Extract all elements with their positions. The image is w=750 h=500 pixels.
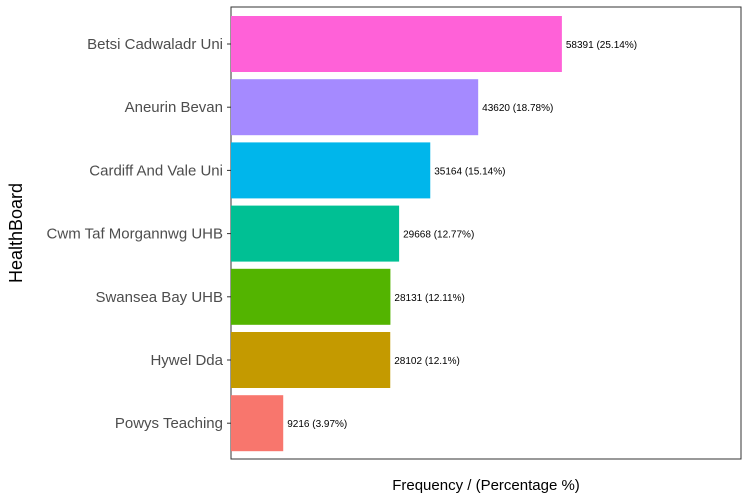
bar-0 xyxy=(231,16,562,72)
bars-group xyxy=(231,16,562,452)
value-label-4: 28131 (12.11%) xyxy=(394,293,464,304)
category-label-2: Cardiff And Vale Uni xyxy=(89,162,223,179)
value-label-1: 43620 (18.78%) xyxy=(482,103,553,114)
category-labels: Betsi Cadwaladr Uni Aneurin Bevan Cardiff … xyxy=(47,36,231,432)
value-label-0: 58391 (25.14%) xyxy=(566,40,637,51)
value-label-6: 9216 (3.97%) xyxy=(287,419,347,430)
value-label-2: 35164 (15.14%) xyxy=(434,166,505,177)
y-axis-title: HealthBoard xyxy=(6,183,26,283)
bar-4 xyxy=(231,268,391,325)
bar-1 xyxy=(231,79,479,136)
bar-6 xyxy=(231,395,284,452)
value-labels: 58391 (25.14%) 43620 (18.78%) 35164 (15.14… xyxy=(287,40,637,430)
category-label-3: Cwm Taf Morgannwg UHB xyxy=(47,226,223,243)
bar-2 xyxy=(231,142,431,199)
bar-3 xyxy=(231,205,400,262)
x-axis-title: Frequency / (Percentage %) xyxy=(392,477,580,494)
category-label-4: Swansea Bay UHB xyxy=(95,289,223,306)
category-label-0: Betsi Cadwaladr Uni xyxy=(87,36,223,53)
category-label-5: Hywel Dda xyxy=(150,352,223,369)
bar-5 xyxy=(231,332,391,388)
category-label-1: Aneurin Bevan xyxy=(125,99,223,116)
value-label-3: 29668 (12.77%) xyxy=(403,230,474,241)
value-label-5: 28102 (12.1%) xyxy=(394,356,460,367)
category-label-6: Powys Teaching xyxy=(115,415,223,432)
